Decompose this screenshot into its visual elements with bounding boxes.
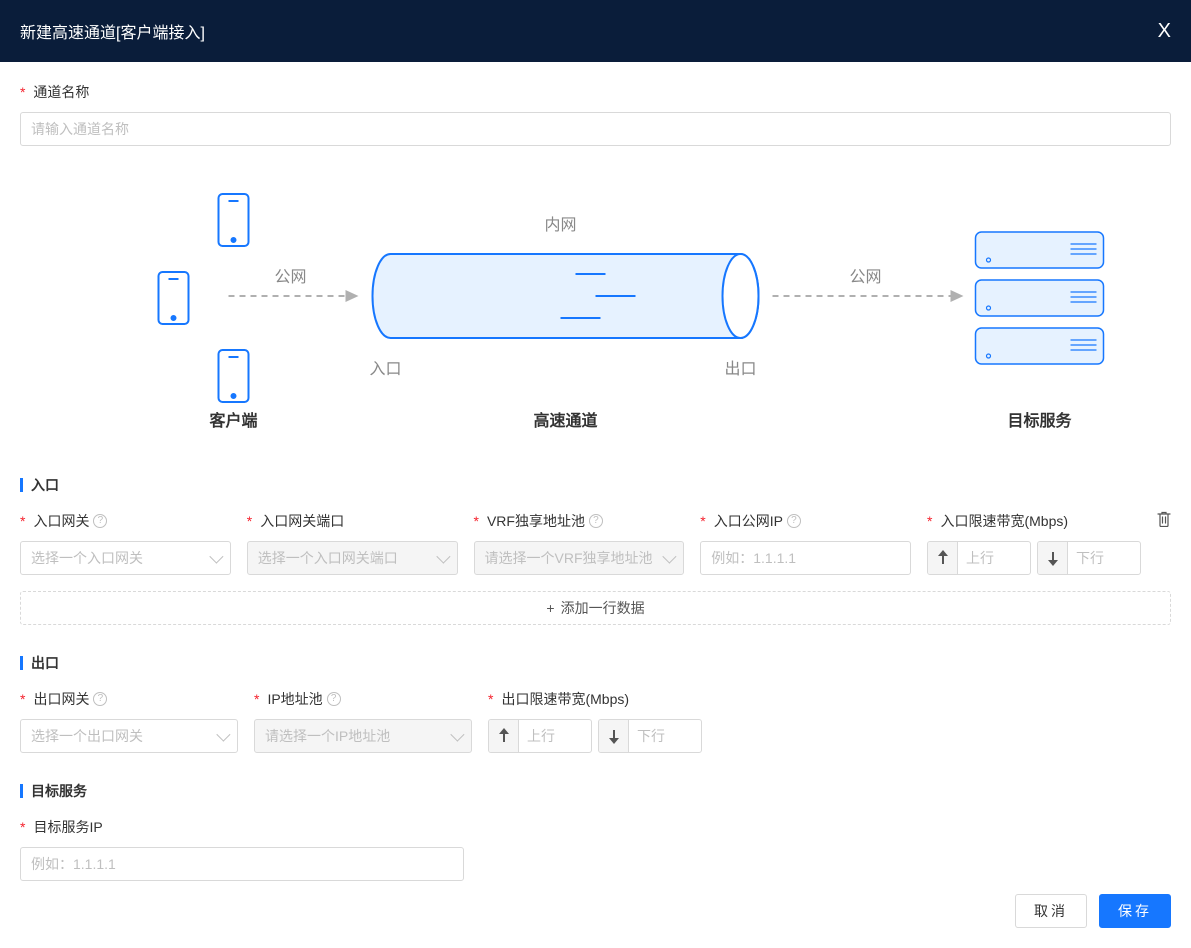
architecture-diagram: 客户端 公网 内网 入口 出口 高速通道 公网	[20, 174, 1171, 434]
diagram-client-label: 客户端	[209, 411, 257, 430]
diagram-egress: 出口	[724, 360, 756, 378]
egress-gateway-label: *出口网关 ?	[20, 689, 238, 709]
help-icon[interactable]: ?	[327, 692, 341, 706]
section-title-ingress: 入口	[20, 475, 1171, 495]
target-ip-field: *目标服务IP	[20, 817, 464, 881]
arrow-up-icon	[928, 542, 958, 574]
ingress-vrf-field: *VRF独享地址池 ? 请选择一个VRF独享地址池	[474, 511, 685, 575]
cancel-button[interactable]: 取消	[1015, 894, 1087, 928]
ingress-vrf-placeholder: 请选择一个VRF独享地址池	[485, 548, 653, 568]
section-title-target: 目标服务	[20, 781, 1171, 801]
egress-ip-pool-label: *IP地址池 ?	[254, 689, 472, 709]
add-row-label: 添加一行数据	[561, 598, 645, 618]
egress-ip-pool-select[interactable]: 请选择一个IP地址池	[254, 719, 472, 753]
ingress-vrf-label: *VRF独享地址池 ?	[474, 511, 685, 531]
section-title-egress-text: 出口	[31, 653, 59, 673]
ingress-bandwidth-down	[1037, 541, 1141, 575]
diagram-intranet: 内网	[544, 216, 576, 234]
egress-bandwidth-field: *出口限速带宽(Mbps)	[488, 689, 708, 753]
diagram-public-right: 公网	[849, 269, 881, 286]
arrow-down-icon	[599, 720, 629, 752]
egress-row: *出口网关 ? 选择一个出口网关 *IP地址池 ? 请选择一个IP地址池 *出口…	[20, 689, 1171, 753]
target-ip-input[interactable]	[20, 847, 464, 881]
help-icon[interactable]: ?	[93, 514, 107, 528]
channel-name-input[interactable]	[20, 112, 1171, 146]
ingress-bandwidth-down-input[interactable]	[1068, 542, 1138, 574]
help-icon[interactable]: ?	[93, 692, 107, 706]
ingress-vrf-select[interactable]: 请选择一个VRF独享地址池	[474, 541, 685, 575]
chevron-down-icon	[436, 550, 450, 564]
diagram-tunnel-label: 高速通道	[533, 411, 597, 430]
section-title-egress: 出口	[20, 653, 1171, 673]
chevron-down-icon	[663, 550, 677, 564]
ingress-bandwidth-up-input[interactable]	[958, 542, 1028, 574]
egress-bandwidth-up-input[interactable]	[519, 720, 589, 752]
ingress-gateway-port-field: *入口网关端口 选择一个入口网关端口	[247, 511, 458, 575]
ingress-gateway-select[interactable]: 选择一个入口网关	[20, 541, 231, 575]
plus-icon: +	[546, 600, 554, 616]
help-icon[interactable]: ?	[589, 514, 603, 528]
close-icon[interactable]: X	[1158, 20, 1171, 43]
arrow-up-icon	[489, 720, 519, 752]
save-button[interactable]: 保存	[1099, 894, 1171, 928]
channel-name-label: * 通道名称	[20, 82, 1171, 102]
target-row: *目标服务IP	[20, 817, 1171, 881]
ingress-gateway-port-label: *入口网关端口	[247, 511, 458, 531]
ingress-gateway-field: *入口网关 ? 选择一个入口网关	[20, 511, 231, 575]
required-mark: *	[20, 84, 25, 100]
trash-icon[interactable]	[1157, 511, 1171, 527]
section-title-ingress-text: 入口	[31, 475, 59, 495]
ingress-gateway-port-select[interactable]: 选择一个入口网关端口	[247, 541, 458, 575]
egress-bandwidth-down	[598, 719, 702, 753]
ingress-gateway-label: *入口网关 ?	[20, 511, 231, 531]
ingress-delete-col	[1157, 511, 1171, 535]
section-title-target-text: 目标服务	[31, 781, 87, 801]
egress-bandwidth-down-input[interactable]	[629, 720, 699, 752]
egress-ip-pool-field: *IP地址池 ? 请选择一个IP地址池	[254, 689, 472, 753]
chevron-down-icon	[450, 728, 464, 742]
arrow-down-icon	[1038, 542, 1068, 574]
diagram-ingress: 入口	[369, 361, 401, 378]
modal-footer: 取消 保存	[1015, 894, 1171, 928]
chevron-down-icon	[216, 728, 230, 742]
egress-gateway-select[interactable]: 选择一个出口网关	[20, 719, 238, 753]
channel-name-label-text: 通道名称	[33, 84, 89, 100]
egress-bandwidth-label: *出口限速带宽(Mbps)	[488, 689, 708, 709]
ingress-public-ip-input[interactable]	[700, 541, 911, 575]
egress-bandwidth-up	[488, 719, 592, 753]
ingress-public-ip-label: *入口公网IP ?	[700, 511, 911, 531]
modal-title: 新建高速通道[客户端接入]	[20, 19, 205, 43]
diagram-target-label: 目标服务	[1007, 411, 1072, 430]
ingress-gateway-port-placeholder: 选择一个入口网关端口	[258, 548, 398, 568]
egress-gateway-field: *出口网关 ? 选择一个出口网关	[20, 689, 238, 753]
ingress-bandwidth-up	[927, 541, 1031, 575]
channel-name-field: * 通道名称	[20, 82, 1171, 146]
ingress-gateway-placeholder: 选择一个入口网关	[31, 548, 143, 568]
modal-content: * 通道名称 客户端 公网	[0, 62, 1191, 901]
diagram-public-left: 公网	[274, 269, 306, 286]
target-ip-label: *目标服务IP	[20, 817, 464, 837]
ingress-row: *入口网关 ? 选择一个入口网关 *入口网关端口 选择一个入口网关端口 *VRF…	[20, 511, 1171, 575]
egress-ip-pool-placeholder: 请选择一个IP地址池	[265, 726, 390, 746]
modal-header: 新建高速通道[客户端接入] X	[0, 0, 1191, 62]
add-row-button[interactable]: + 添加一行数据	[20, 591, 1171, 625]
chevron-down-icon	[209, 550, 223, 564]
help-icon[interactable]: ?	[787, 514, 801, 528]
ingress-public-ip-field: *入口公网IP ?	[700, 511, 911, 575]
egress-gateway-placeholder: 选择一个出口网关	[31, 726, 143, 746]
ingress-bandwidth-label: *入口限速带宽(Mbps)	[927, 511, 1141, 531]
ingress-bandwidth-field: *入口限速带宽(Mbps)	[927, 511, 1141, 575]
